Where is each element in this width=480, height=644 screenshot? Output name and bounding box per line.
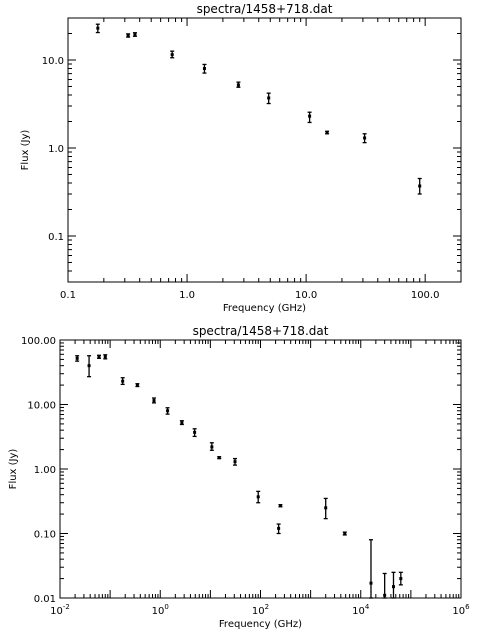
data-point bbox=[363, 136, 367, 140]
data-point bbox=[233, 460, 237, 464]
data-point bbox=[170, 53, 174, 57]
x-tick-label: 100 bbox=[152, 603, 169, 617]
data-point bbox=[391, 585, 395, 589]
chart-1: 0.1 1.0 10.0 100.0 0.1 1.0 10.0 spectra/1458+71… bbox=[20, 2, 462, 314]
y-tick-label: 0.10 bbox=[34, 530, 56, 541]
x-tick-label: 0.1 bbox=[60, 290, 76, 301]
x-tick-label-base: 10 bbox=[452, 606, 465, 617]
y-tick-label: 0.1 bbox=[48, 232, 64, 243]
plot-frame bbox=[67, 17, 462, 283]
x-axis-label: Frequency (GHz) bbox=[223, 303, 306, 314]
data-point bbox=[236, 83, 240, 87]
x-tick-label-exponent: 0 bbox=[164, 603, 168, 611]
x-tick-label: 106 bbox=[452, 603, 470, 617]
data-point bbox=[308, 114, 312, 118]
x-tick-label-exponent: 4 bbox=[365, 603, 370, 611]
chart-title: spectra/1458+718.dat bbox=[193, 324, 329, 338]
data-point bbox=[383, 593, 387, 597]
x-tick-label-exponent: 6 bbox=[465, 603, 470, 611]
y-tick-label: 1.0 bbox=[48, 144, 64, 155]
y-axis-label: Flux (Jy) bbox=[8, 449, 19, 490]
data-point bbox=[87, 364, 91, 368]
data-point bbox=[369, 581, 373, 585]
data-point bbox=[166, 409, 170, 413]
data-point bbox=[152, 399, 156, 403]
data-point bbox=[210, 445, 214, 449]
x-tick-label: 104 bbox=[352, 603, 370, 617]
data-point bbox=[121, 379, 125, 383]
y-tick-label: 10.0 bbox=[42, 56, 64, 67]
x-tick-label: 100.0 bbox=[411, 290, 440, 301]
data-point bbox=[126, 33, 130, 37]
x-tick-label-base: 10 bbox=[152, 606, 165, 617]
data-point bbox=[399, 577, 403, 581]
x-tick-label-base: 10 bbox=[252, 606, 265, 617]
x-tick-label: 10.0 bbox=[295, 290, 317, 301]
data-point bbox=[277, 526, 281, 530]
y-tick-label: 100.00 bbox=[21, 336, 56, 347]
data-point bbox=[278, 504, 282, 508]
data-point bbox=[202, 67, 206, 71]
x-axis-label: Frequency (GHz) bbox=[219, 619, 302, 630]
chart-title: spectra/1458+718.dat bbox=[197, 2, 333, 16]
x-tick-label: 1.0 bbox=[179, 290, 195, 301]
data-point bbox=[96, 26, 100, 30]
x-tick-label-exponent: -2 bbox=[63, 603, 70, 611]
x-tick-label-base: 10 bbox=[352, 606, 365, 617]
y-tick-label: 10.00 bbox=[27, 401, 56, 412]
data-point bbox=[418, 184, 422, 188]
y-tick-label: 0.01 bbox=[34, 594, 56, 605]
x-tick-label: 10-2 bbox=[50, 603, 70, 617]
data-point bbox=[103, 355, 107, 359]
x-tick-label-exponent: 2 bbox=[265, 603, 269, 611]
x-tick-label-base: 10 bbox=[50, 606, 63, 617]
data-point bbox=[324, 506, 328, 510]
chart-2: 10-2 100 102 104 1060.010.101.0010.00100.00s… bbox=[8, 324, 470, 630]
plot-frame bbox=[59, 339, 462, 599]
y-axis-label: Flux (Jy) bbox=[20, 130, 31, 171]
data-point bbox=[267, 96, 271, 100]
data-point bbox=[75, 356, 79, 360]
y-tick-label: 1.00 bbox=[34, 465, 56, 476]
data-point bbox=[180, 421, 184, 425]
data-point bbox=[135, 383, 139, 387]
data-point bbox=[217, 456, 221, 460]
data-point bbox=[193, 430, 197, 434]
data-point bbox=[133, 32, 137, 36]
data-point bbox=[325, 130, 329, 134]
data-point bbox=[343, 532, 347, 535]
data-point bbox=[97, 355, 101, 359]
data-point bbox=[256, 495, 260, 499]
x-tick-label: 102 bbox=[252, 603, 269, 617]
